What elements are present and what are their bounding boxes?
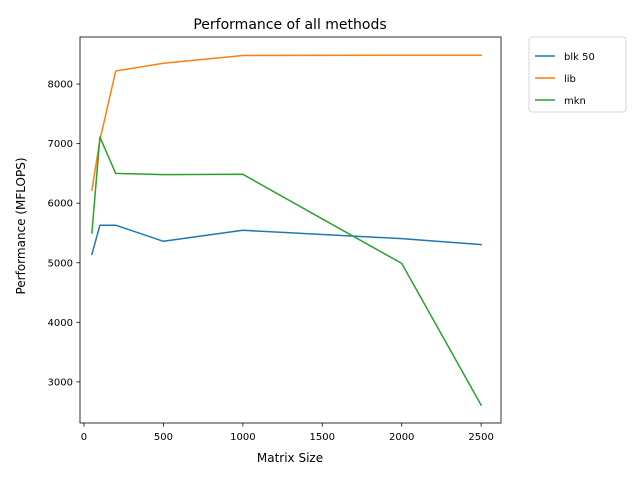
x-axis-label: Matrix Size xyxy=(257,451,323,465)
x-tick-label: 2000 xyxy=(389,432,414,443)
x-tick-label: 2500 xyxy=(468,432,493,443)
x-tick-label: 1500 xyxy=(310,432,335,443)
y-tick-label: 3000 xyxy=(48,377,73,388)
series-line-blk-50 xyxy=(90,224,482,256)
x-tick-label: 1000 xyxy=(230,432,255,443)
axes-frame xyxy=(79,36,502,424)
y-tick-label: 4000 xyxy=(48,318,73,329)
legend-label-lib: lib xyxy=(564,74,576,85)
y-tick-label: 8000 xyxy=(48,80,73,91)
legend: blk 50 lib mkn xyxy=(528,36,627,113)
plot-area: 0 500 1000 1500 2000 2500 3000 4000 5000 6000 7000… xyxy=(48,36,502,443)
legend-label-blk-50: blk 50 xyxy=(564,52,595,63)
y-tick-label: 7000 xyxy=(48,139,73,150)
y-axis-label: Performance (MFLOPS) xyxy=(14,157,28,294)
y-tick-label: 6000 xyxy=(48,199,73,210)
x-tick-label: 0 xyxy=(81,432,87,443)
legend-label-mkn: mkn xyxy=(564,96,586,107)
series-line-mkn xyxy=(91,136,483,407)
y-tick-label: 5000 xyxy=(48,258,73,269)
x-tick-label: 500 xyxy=(154,432,173,443)
chart-title: Performance of all methods xyxy=(193,17,386,33)
